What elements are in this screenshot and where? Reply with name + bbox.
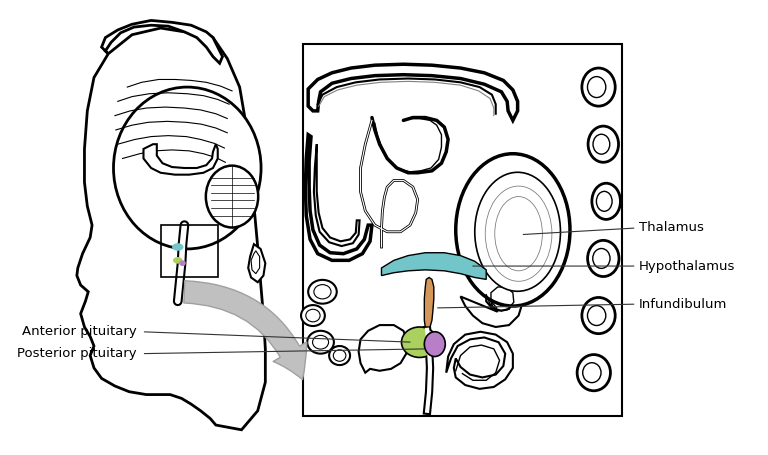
Ellipse shape <box>475 172 561 291</box>
Polygon shape <box>101 20 223 63</box>
Ellipse shape <box>588 126 618 162</box>
Bar <box>303 44 622 415</box>
Ellipse shape <box>301 305 325 326</box>
Text: Thalamus: Thalamus <box>638 222 703 234</box>
Ellipse shape <box>485 186 552 281</box>
Polygon shape <box>306 135 372 260</box>
Text: Posterior pituitary: Posterior pituitary <box>17 347 137 360</box>
Ellipse shape <box>592 183 621 219</box>
Ellipse shape <box>206 166 258 228</box>
Polygon shape <box>314 144 359 246</box>
Polygon shape <box>248 244 265 282</box>
Ellipse shape <box>582 68 615 106</box>
Polygon shape <box>308 64 518 121</box>
Polygon shape <box>359 325 408 373</box>
Ellipse shape <box>495 197 542 271</box>
Ellipse shape <box>333 350 346 361</box>
Ellipse shape <box>179 260 186 266</box>
Ellipse shape <box>313 335 329 349</box>
Ellipse shape <box>588 76 606 97</box>
Ellipse shape <box>307 331 334 354</box>
Bar <box>161 225 218 278</box>
Text: Infundibulum: Infundibulum <box>638 298 727 311</box>
Ellipse shape <box>329 346 350 365</box>
Ellipse shape <box>577 354 611 391</box>
Text: Hypothalamus: Hypothalamus <box>638 259 735 273</box>
Polygon shape <box>144 144 218 175</box>
Ellipse shape <box>306 309 320 322</box>
Ellipse shape <box>114 87 261 249</box>
Ellipse shape <box>593 248 610 268</box>
Ellipse shape <box>583 363 601 383</box>
Ellipse shape <box>425 332 445 357</box>
Ellipse shape <box>593 134 610 154</box>
Polygon shape <box>446 332 513 389</box>
Ellipse shape <box>172 243 184 251</box>
Ellipse shape <box>402 327 438 358</box>
Ellipse shape <box>588 306 606 325</box>
Ellipse shape <box>597 192 612 211</box>
Ellipse shape <box>455 154 570 306</box>
Polygon shape <box>461 280 522 327</box>
Ellipse shape <box>308 280 336 303</box>
Text: Anterior pituitary: Anterior pituitary <box>22 325 137 338</box>
Ellipse shape <box>588 240 619 277</box>
Ellipse shape <box>173 257 183 264</box>
Ellipse shape <box>314 285 331 299</box>
Polygon shape <box>382 253 486 279</box>
Polygon shape <box>425 278 434 327</box>
FancyArrowPatch shape <box>184 281 306 379</box>
Ellipse shape <box>582 298 615 334</box>
Polygon shape <box>77 28 265 430</box>
